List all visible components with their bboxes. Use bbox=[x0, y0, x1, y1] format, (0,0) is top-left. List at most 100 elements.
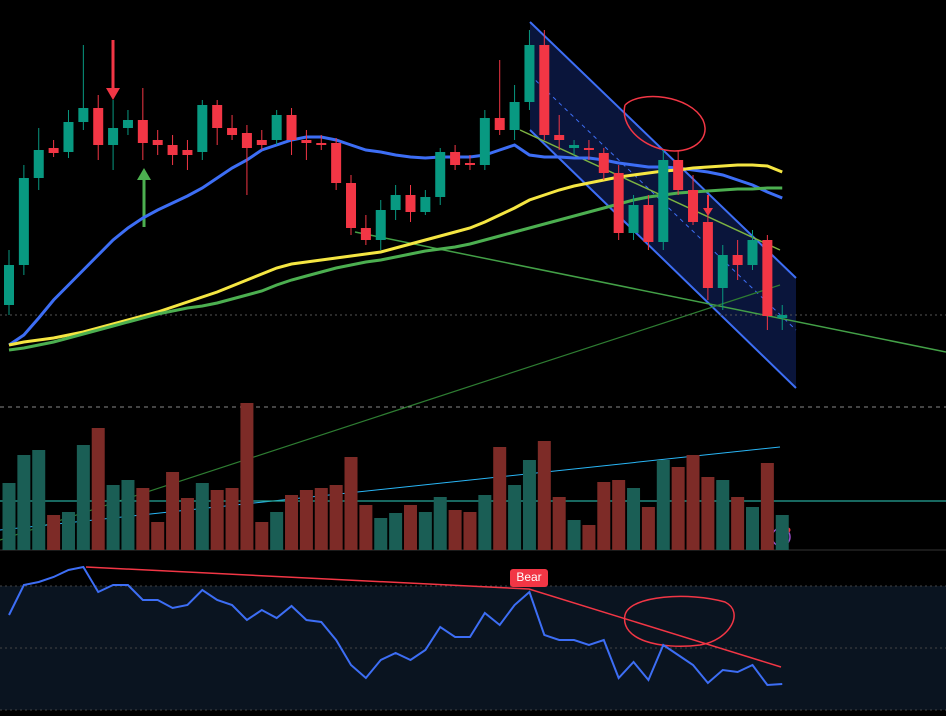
volume-bar bbox=[418, 512, 432, 550]
candle-body bbox=[673, 160, 684, 190]
volume-bar bbox=[299, 490, 313, 550]
volume-bar bbox=[612, 480, 626, 550]
volume-bar bbox=[374, 518, 388, 550]
candle-body bbox=[301, 140, 312, 143]
candle-body bbox=[137, 120, 148, 143]
volume-bar bbox=[448, 510, 462, 550]
volume-bar bbox=[255, 522, 269, 550]
candle-body bbox=[494, 118, 505, 130]
trend-line bbox=[519, 129, 781, 251]
candle-body bbox=[717, 255, 728, 288]
candle-body bbox=[346, 183, 357, 228]
volume-bar bbox=[775, 515, 789, 550]
candle-body bbox=[524, 45, 535, 102]
candle-body bbox=[4, 265, 14, 305]
volume-bar bbox=[210, 490, 224, 550]
candle-body bbox=[569, 145, 580, 148]
candle-body bbox=[78, 108, 89, 122]
volume-bar bbox=[701, 477, 715, 550]
volume-bar bbox=[478, 495, 492, 550]
volume-bar bbox=[195, 483, 209, 550]
volume-bar bbox=[344, 457, 358, 550]
volume-bar bbox=[746, 507, 759, 550]
candle-body bbox=[256, 140, 267, 145]
volume-bar bbox=[32, 450, 46, 550]
volume-bar bbox=[180, 498, 194, 550]
volume-bar bbox=[641, 507, 655, 550]
volume-bar bbox=[121, 480, 135, 550]
volume-bar bbox=[508, 485, 522, 550]
candle-body bbox=[48, 148, 59, 153]
candle-body bbox=[435, 152, 446, 197]
volume-bar bbox=[270, 512, 284, 550]
circle-drawing bbox=[623, 595, 735, 647]
circle-drawing bbox=[623, 95, 706, 152]
candle-body bbox=[613, 173, 624, 233]
candle-body bbox=[93, 108, 104, 145]
candle-body bbox=[241, 133, 252, 148]
volume-bar bbox=[359, 505, 373, 550]
candle-body bbox=[33, 150, 44, 178]
volume-bar bbox=[314, 488, 328, 550]
candle-body bbox=[167, 145, 178, 155]
volume-bar bbox=[537, 441, 551, 550]
volume-bar bbox=[151, 522, 165, 550]
volume-bar bbox=[91, 428, 105, 550]
volume-bar bbox=[17, 455, 31, 550]
volume-bar bbox=[61, 512, 75, 550]
arrow-up bbox=[137, 168, 151, 180]
volume-bar bbox=[552, 497, 566, 550]
arrow-down bbox=[106, 88, 120, 100]
volume-bar bbox=[285, 495, 299, 550]
candle-body bbox=[405, 195, 416, 212]
volume-bar bbox=[731, 497, 745, 550]
candle-body bbox=[108, 128, 119, 145]
moving-average bbox=[8, 135, 783, 347]
candle-body bbox=[390, 195, 401, 210]
volume-bar bbox=[493, 447, 507, 550]
candle-body bbox=[360, 228, 371, 240]
bear-badge bbox=[510, 569, 548, 587]
candle-body bbox=[316, 143, 327, 145]
candle-body bbox=[227, 128, 238, 135]
volume-bar bbox=[240, 403, 254, 550]
volume-bar bbox=[76, 445, 90, 550]
volume-bar bbox=[656, 460, 670, 550]
volume-bar bbox=[403, 505, 417, 550]
rsi-line bbox=[8, 565, 783, 687]
candle-body bbox=[286, 115, 297, 140]
candle-body bbox=[583, 148, 594, 150]
candle-body bbox=[702, 222, 713, 288]
rsi-band bbox=[0, 586, 946, 710]
candle-body bbox=[197, 105, 208, 152]
candle-body bbox=[152, 140, 163, 145]
candle-body bbox=[539, 45, 550, 135]
candle-body bbox=[375, 210, 386, 240]
trend-line bbox=[354, 231, 946, 353]
rsi-trend bbox=[85, 566, 782, 668]
volume-bar bbox=[463, 512, 477, 550]
candle-body bbox=[479, 118, 490, 165]
candle-body bbox=[747, 240, 758, 265]
volume-bar bbox=[433, 497, 447, 550]
candle-body bbox=[212, 105, 223, 128]
volume-bar bbox=[671, 467, 685, 550]
candle-body bbox=[271, 115, 282, 140]
volume-bar bbox=[389, 513, 403, 550]
candle-body bbox=[63, 122, 74, 152]
candle-body bbox=[450, 152, 461, 165]
volume-bar bbox=[225, 488, 239, 550]
candle-body bbox=[331, 143, 342, 183]
candle-body bbox=[182, 150, 193, 155]
volume-bar bbox=[567, 520, 581, 550]
candle-body bbox=[688, 190, 699, 222]
volume-bar bbox=[106, 485, 120, 550]
volume-bar bbox=[47, 515, 61, 550]
candle-body bbox=[643, 205, 654, 242]
candle-body bbox=[509, 102, 520, 130]
volume-bar bbox=[582, 525, 596, 550]
candle-body bbox=[658, 160, 669, 242]
candle-body bbox=[732, 255, 743, 265]
